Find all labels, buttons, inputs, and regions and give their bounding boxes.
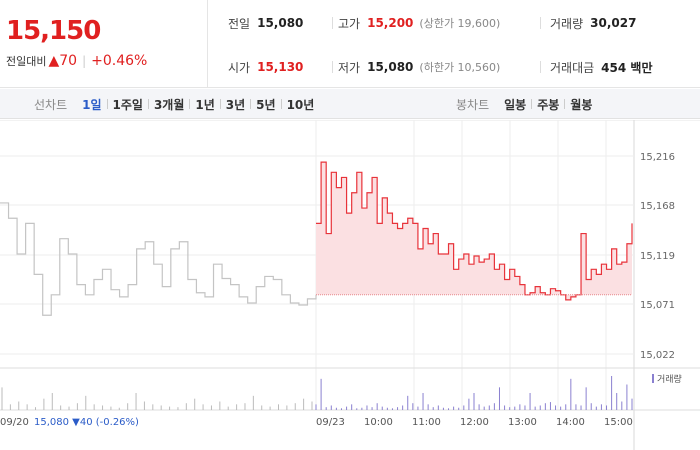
period-divider bbox=[250, 99, 252, 109]
volume-panel: 거래량 bbox=[0, 367, 700, 411]
today-area-fill bbox=[316, 162, 632, 300]
price-chart: 15,216 15,168 15,119 15,071 15,022 거래량 09/20… bbox=[0, 119, 700, 450]
period-1y-button[interactable]: 1년 bbox=[195, 97, 215, 112]
stat-divider bbox=[332, 17, 333, 29]
y-tick-label: 15,022 bbox=[640, 350, 675, 361]
period-divider bbox=[147, 99, 149, 109]
y-tick-label: 15,071 bbox=[640, 300, 675, 311]
today-series bbox=[316, 161, 633, 301]
today-price-line bbox=[316, 161, 633, 301]
chart-toolbar: 선차트 1일 1주일 3개월 1년 3년 5년 10년 봉차트 일봉 주봉 월봉 bbox=[0, 89, 700, 119]
weekly-candle-button[interactable]: 주봉 bbox=[537, 97, 560, 112]
change-label: 전일대비 bbox=[6, 55, 47, 68]
y-axis: 15,216 15,168 15,119 15,071 15,022 bbox=[640, 152, 675, 361]
prev-day-date-label: 09/20 bbox=[0, 417, 29, 428]
current-price: 15,150 bbox=[6, 16, 101, 46]
stat-low: 저가 15,080 (하한가 10,560) bbox=[338, 56, 500, 78]
stat-open: 시가 15,130 bbox=[228, 56, 303, 78]
stat-divider bbox=[540, 61, 541, 73]
x-time-tick-label: 12:00 bbox=[460, 417, 489, 428]
x-time-tick-label: 13:00 bbox=[508, 417, 537, 428]
previous-day-line bbox=[0, 202, 317, 316]
stat-trade-value: 거래대금 454 백만 bbox=[550, 56, 652, 78]
stat-divider bbox=[332, 61, 333, 73]
prev-day-summary: 15,080 ▼40 (-0.26%) bbox=[34, 417, 139, 428]
current-day-date-label: 09/23 bbox=[316, 417, 345, 428]
price-chart-svg: 15,216 15,168 15,119 15,071 15,022 거래량 09/20… bbox=[0, 119, 700, 450]
stat-high-value: 15,200 bbox=[367, 16, 414, 30]
daily-candle-button[interactable]: 일봉 bbox=[504, 97, 527, 112]
stat-open-value: 15,130 bbox=[257, 60, 304, 74]
stat-trade-value-value: 454 백만 bbox=[601, 60, 653, 75]
stat-open-label: 시가 bbox=[228, 60, 251, 75]
stat-lower-limit: (하한가 10,560) bbox=[419, 61, 501, 74]
price-box: 15,150 전일대비 ▲70 | +0.46% bbox=[0, 0, 208, 88]
period-3y-button[interactable]: 3년 bbox=[225, 97, 246, 112]
monthly-candle-button[interactable]: 월봉 bbox=[570, 97, 593, 112]
period-1d-button[interactable]: 1일 bbox=[82, 97, 102, 112]
stat-upper-limit: (상한가 19,600) bbox=[419, 17, 501, 30]
change-row: 전일대비 ▲70 | +0.46% bbox=[6, 53, 147, 69]
stat-high: 고가 15,200 (상한가 19,600) bbox=[338, 12, 500, 34]
period-10y-button[interactable]: 10년 bbox=[286, 97, 315, 112]
quote-header: 15,150 전일대비 ▲70 | +0.46% 전일 15,080 고가 15… bbox=[0, 0, 700, 88]
period-divider bbox=[189, 99, 191, 109]
previous-day-series bbox=[0, 202, 317, 316]
stat-volume-label: 거래량 bbox=[550, 16, 584, 31]
change-rate: +0.46% bbox=[91, 53, 148, 69]
stat-prev-close-label: 전일 bbox=[228, 16, 251, 31]
period-divider bbox=[531, 99, 533, 109]
stat-volume: 거래량 30,027 bbox=[550, 12, 636, 34]
change-value: ▲70 bbox=[48, 53, 78, 69]
x-time-tick-label: 14:00 bbox=[556, 417, 585, 428]
stat-prev-close: 전일 15,080 bbox=[228, 12, 303, 34]
x-time-tick-label: 15:00 bbox=[604, 417, 633, 428]
period-3m-button[interactable]: 3개월 bbox=[153, 97, 185, 112]
stat-low-value: 15,080 bbox=[367, 60, 414, 74]
stat-high-label: 고가 bbox=[338, 16, 361, 31]
change-divider: | bbox=[82, 54, 87, 68]
candle-chart-label: 봉차트 bbox=[456, 97, 490, 112]
period-divider bbox=[564, 99, 566, 109]
volume-legend-swatch bbox=[652, 374, 654, 383]
stat-divider bbox=[540, 17, 541, 29]
period-divider bbox=[106, 99, 108, 109]
x-time-tick-label: 10:00 bbox=[364, 417, 393, 428]
period-divider bbox=[280, 99, 282, 109]
volume-legend-label: 거래량 bbox=[657, 373, 682, 385]
stat-prev-close-value: 15,080 bbox=[257, 16, 304, 30]
period-1w-button[interactable]: 1주일 bbox=[112, 97, 143, 112]
x-time-tick-label: 11:00 bbox=[412, 417, 441, 428]
period-5y-button[interactable]: 5년 bbox=[256, 97, 276, 112]
y-tick-label: 15,168 bbox=[640, 201, 675, 212]
period-divider bbox=[219, 99, 221, 109]
stat-trade-value-label: 거래대금 bbox=[550, 60, 595, 75]
stat-volume-value: 30,027 bbox=[590, 16, 637, 30]
line-chart-periods: 선차트 1일 1주일 3개월 1년 3년 5년 10년 bbox=[34, 89, 319, 119]
candle-chart-periods: 봉차트 일봉 주봉 월봉 bbox=[456, 89, 597, 119]
y-tick-label: 15,119 bbox=[640, 251, 675, 262]
x-axis: 09/20 15,080 ▼40 (-0.26%) 09/23 10:00 11:00 1… bbox=[0, 417, 633, 428]
quote-stats: 전일 15,080 고가 15,200 (상한가 19,600) 거래량 30,… bbox=[208, 0, 700, 88]
y-tick-label: 15,216 bbox=[640, 152, 675, 163]
stat-low-label: 저가 bbox=[338, 60, 361, 75]
line-chart-label: 선차트 bbox=[34, 97, 68, 112]
